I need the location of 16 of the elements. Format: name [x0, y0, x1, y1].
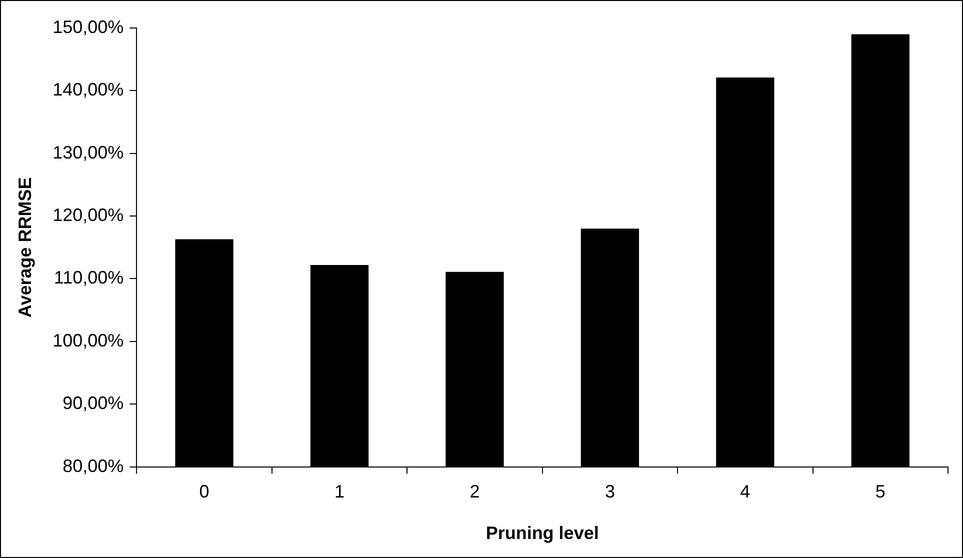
y-tick-label: 140,00% [52, 80, 124, 100]
x-tick-label: 2 [470, 482, 480, 502]
y-tick-label: 80,00% [62, 456, 124, 476]
x-axis-title: Pruning level [486, 523, 599, 544]
y-axis-title: Average RRMSE [14, 177, 35, 318]
x-tick-label: 5 [875, 482, 886, 502]
x-tick-label: 0 [199, 482, 210, 502]
x-tick-label: 1 [334, 482, 345, 502]
y-tick-label: 150,00% [52, 16, 124, 37]
y-tick-label: 100,00% [52, 330, 124, 350]
y-tick-label: 130,00% [52, 142, 124, 162]
x-tick-label: 3 [604, 482, 615, 502]
y-tick-label: 90,00% [62, 393, 124, 414]
x-tick-label: 4 [740, 482, 750, 502]
y-tick-label: 110,00% [54, 268, 124, 288]
y-tick-label: 120,00% [52, 205, 124, 226]
